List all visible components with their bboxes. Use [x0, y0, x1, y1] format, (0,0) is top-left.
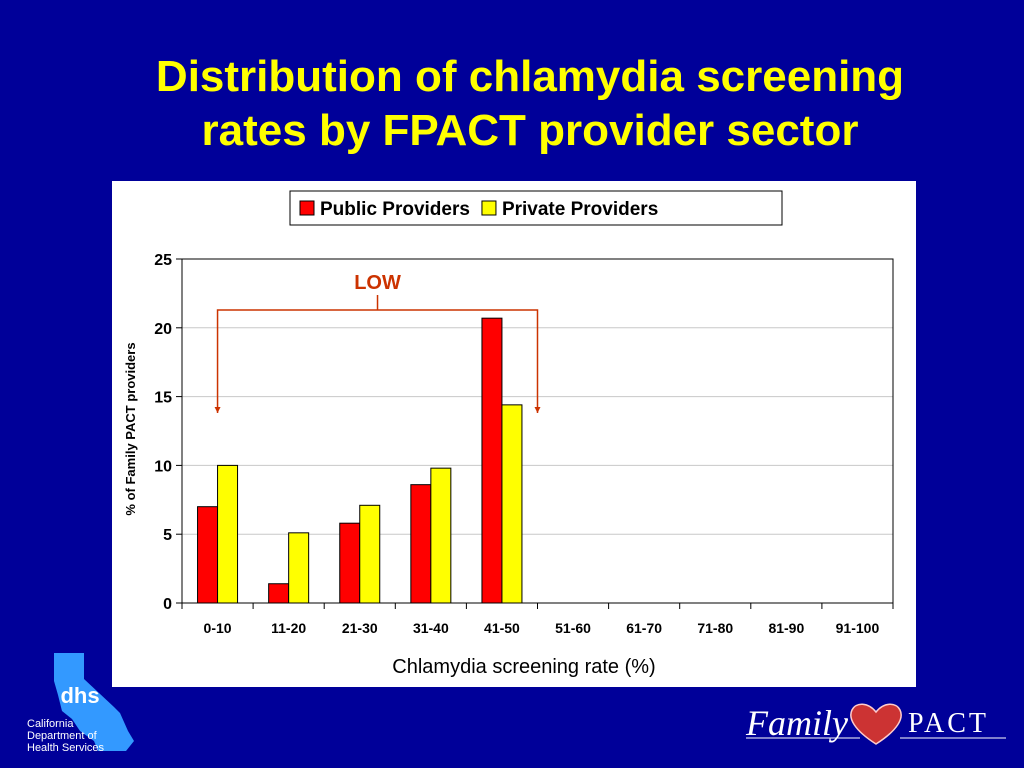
dhs-line-1: California: [27, 718, 74, 730]
slide-title-line-1: Distribution of chlamydia screening: [155, 52, 905, 101]
y-tick-label: 20: [154, 321, 172, 338]
y-axis-label: % of Family PACT providers: [123, 342, 138, 515]
public-providers-bar: [481, 317, 503, 604]
legend-label: Private Providers: [502, 199, 658, 220]
y-tick-label: 15: [154, 390, 172, 407]
x-tick-label: 11-20: [271, 620, 306, 636]
x-tick-label: 51-60: [555, 620, 591, 636]
low-bracket-arrow-right: [534, 407, 541, 413]
legend-box: [289, 190, 783, 226]
legend-swatch: [299, 200, 315, 216]
slide-title: Distribution of chlamydia screening rate…: [60, 50, 1000, 158]
family-pact-logo: [746, 703, 1006, 745]
x-tick-label: 41-50: [484, 620, 520, 636]
legend-swatch: [481, 200, 497, 216]
dhs-line-3: Health Services: [27, 742, 105, 754]
public-providers-bar: [339, 522, 361, 604]
private-providers-bar: [359, 504, 381, 604]
low-annotation: LOW: [214, 272, 541, 413]
private-providers-bar: [217, 464, 239, 604]
x-tick-label: 61-70: [626, 620, 662, 636]
bars: [197, 317, 523, 604]
dhs-logo: dhs: [54, 653, 134, 751]
x-tick-label: 0-10: [204, 620, 232, 636]
y-tick-label: 10: [154, 458, 172, 475]
private-providers-bar: [430, 467, 452, 604]
private-providers-bar: [501, 404, 523, 604]
family-pact-word-pact: PACT: [908, 708, 990, 739]
legend-label: Public Providers: [320, 199, 470, 220]
private-providers-bar: [288, 532, 310, 604]
x-axis-label: Chlamydia screening rate (%): [392, 656, 655, 678]
dhs-line-2: Department of: [27, 730, 97, 742]
y-tick-label: 5: [163, 527, 172, 544]
low-annotation-label: LOW: [354, 272, 401, 294]
x-tick-label: 31-40: [413, 620, 449, 636]
family-pact-word-family: Family: [746, 703, 848, 743]
axes: 0 5 10 15 20 25 0-10 11-20 21-30 31-40 41-50 51-60 6…: [154, 252, 894, 636]
slide-title-line-2: rates by FPACT provider sector: [201, 106, 859, 155]
x-tick-label: 21-30: [342, 620, 378, 636]
california-shape-icon: [54, 653, 134, 751]
low-bracket-arrow-left: [214, 407, 221, 413]
x-tick-label: 71-80: [697, 620, 733, 636]
bar-chart: 0 5 10 15 20 25 0-10 11-20 21-30 31-40 41-50 51-60 6…: [123, 190, 894, 678]
dhs-logo-text: California Department of Health Services: [27, 718, 104, 754]
x-tick-label: 91-100: [836, 620, 880, 636]
y-tick-label: 0: [163, 596, 172, 613]
chart-panel: 0 5 10 15 20 25 0-10 11-20 21-30 31-40 41-50 51-60 6…: [112, 181, 916, 687]
heart-icon: [850, 703, 902, 745]
public-providers-bar: [197, 506, 219, 604]
legend: Public Providers Private Providers: [289, 190, 783, 226]
x-tick-label: 81-90: [768, 620, 804, 636]
public-providers-bar: [410, 484, 432, 604]
dhs-logo-abbrev: dhs: [60, 683, 99, 708]
public-providers-bar: [268, 583, 290, 604]
y-tick-label: 25: [154, 252, 172, 269]
